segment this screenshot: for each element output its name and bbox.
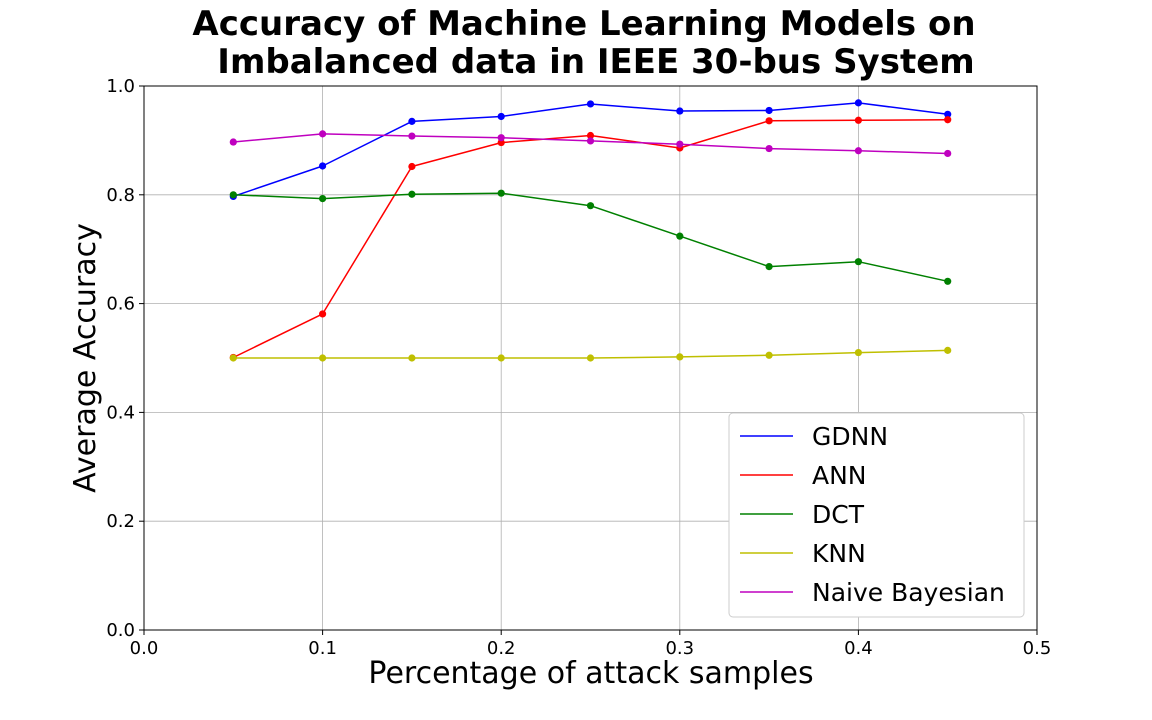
data-point-dct [944, 277, 952, 285]
data-point-knn [765, 351, 773, 359]
legend: GDNN ANN DCT KNN Naive Bayesian [728, 412, 1025, 618]
data-point-naive-bayesian [229, 138, 237, 146]
data-point-dct [229, 191, 237, 199]
x-tick-label: 0.2 [487, 638, 516, 659]
y-tick-label: 0.0 [106, 620, 135, 641]
data-point-naive-bayesian [497, 134, 505, 142]
data-point-knn [408, 354, 416, 362]
data-point-knn [319, 354, 327, 362]
data-point-ann [765, 117, 773, 125]
x-tick-label: 0.1 [308, 638, 337, 659]
data-point-gdnn [676, 107, 684, 115]
series-lines [229, 99, 952, 362]
data-point-gdnn [944, 110, 952, 118]
data-point-ann [944, 116, 952, 124]
data-point-dct [676, 232, 684, 240]
data-point-naive-bayesian [765, 144, 773, 153]
legend-items: GDNN ANN DCT KNN Naive Bayesian [740, 422, 1005, 607]
plot-border [143, 85, 1038, 631]
tick-marks [139, 85, 1038, 635]
data-point-knn [944, 346, 952, 354]
data-point-gdnn [854, 99, 863, 107]
data-point-gdnn [586, 100, 595, 108]
data-point-dct [765, 263, 773, 271]
data-point-naive-bayesian [854, 147, 863, 155]
data-point-gdnn [319, 162, 327, 170]
data-point-dct [319, 195, 327, 203]
data-point-gdnn [765, 106, 773, 115]
data-point-ann [408, 162, 416, 171]
data-point-naive-bayesian [586, 137, 595, 145]
x-tick-label: 0.5 [1023, 638, 1052, 659]
y-tick-label: 1.0 [106, 76, 135, 97]
data-point-naive-bayesian [408, 132, 416, 140]
data-point-knn [229, 354, 237, 362]
plot-frame [143, 85, 1038, 631]
chart-title-line-1: Accuracy of Machine Learning Models on [192, 4, 975, 44]
data-point-naive-bayesian [944, 149, 952, 158]
legend-label-dct: DCT [812, 500, 865, 529]
legend-label-ann: ANN [812, 461, 867, 490]
data-point-dct [497, 189, 505, 197]
data-point-dct [854, 258, 863, 266]
y-tick-label: 0.8 [106, 185, 135, 206]
data-point-knn [854, 348, 863, 357]
y-tick-label: 0.2 [106, 511, 135, 532]
data-point-dct [586, 202, 595, 210]
data-point-knn [586, 354, 595, 362]
x-tick-label: 0.3 [665, 638, 694, 659]
data-point-dct [408, 190, 416, 198]
data-point-ann [854, 116, 863, 124]
data-point-naive-bayesian [676, 140, 684, 148]
data-point-ann [319, 310, 327, 318]
x-tick-label: 0.4 [844, 638, 873, 659]
x-axis-label: Percentage of attack samples [368, 656, 813, 691]
data-point-naive-bayesian [319, 130, 327, 138]
data-point-knn [676, 353, 684, 361]
data-point-gdnn [408, 117, 416, 125]
legend-box [728, 412, 1025, 618]
data-point-knn [497, 354, 505, 362]
y-axis-label: Average Accuracy [68, 223, 103, 493]
chart-title-line-2: Imbalanced data in IEEE 30-bus System [217, 42, 974, 82]
y-tick-label: 0.6 [106, 294, 135, 315]
x-tick-label: 0.0 [130, 638, 159, 659]
legend-label-naive-bayesian: Naive Bayesian [812, 578, 1005, 607]
y-tick-label: 0.4 [106, 402, 135, 423]
data-point-gdnn [497, 112, 505, 121]
data-point-ann [586, 131, 595, 140]
legend-label-knn: KNN [812, 539, 866, 568]
legend-label-gdnn: GDNN [812, 422, 888, 451]
